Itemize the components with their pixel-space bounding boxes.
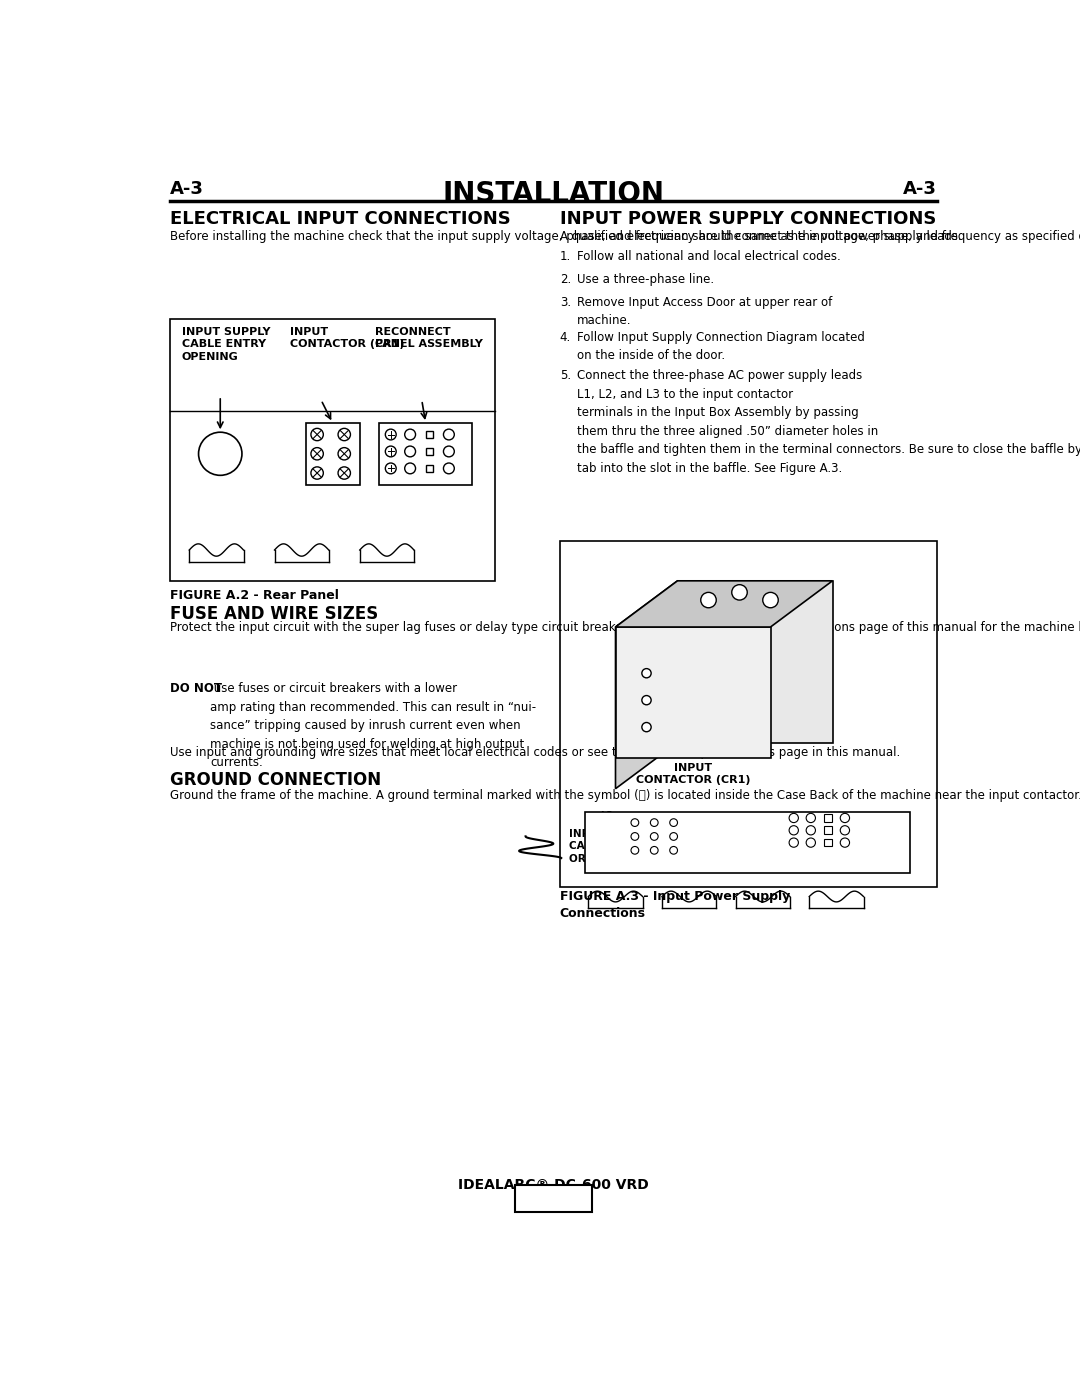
Circle shape bbox=[311, 429, 323, 440]
Circle shape bbox=[670, 833, 677, 840]
Circle shape bbox=[444, 464, 455, 473]
Circle shape bbox=[732, 584, 747, 600]
Circle shape bbox=[806, 826, 815, 836]
Text: INPUT
CONTACTOR (CR1): INPUT CONTACTOR (CR1) bbox=[291, 326, 405, 350]
Circle shape bbox=[386, 446, 396, 457]
Circle shape bbox=[806, 838, 815, 847]
Circle shape bbox=[642, 669, 651, 677]
Circle shape bbox=[806, 813, 815, 823]
Text: RECONNECT
PANEL ASSEMBLY: RECONNECT PANEL ASSEMBLY bbox=[375, 326, 483, 350]
Bar bbox=[426, 465, 433, 472]
Circle shape bbox=[701, 593, 716, 608]
Bar bbox=[426, 447, 433, 455]
Circle shape bbox=[840, 838, 850, 847]
Text: Follow all national and local electrical codes.: Follow all national and local electrical… bbox=[577, 250, 840, 262]
Text: Connect the three-phase AC power supply leads
L1, L2, and L3 to the input contac: Connect the three-phase AC power supply … bbox=[577, 369, 1080, 475]
Circle shape bbox=[650, 833, 658, 840]
Circle shape bbox=[405, 446, 416, 457]
Circle shape bbox=[789, 813, 798, 823]
Text: INPUT SUPPLY
CABLE ENTRY
OPENING: INPUT SUPPLY CABLE ENTRY OPENING bbox=[181, 326, 270, 361]
Bar bbox=[379, 423, 472, 484]
Circle shape bbox=[386, 429, 396, 440]
Polygon shape bbox=[677, 580, 833, 743]
Text: IDEALARC® DC-600 VRD: IDEALARC® DC-600 VRD bbox=[458, 1177, 649, 1191]
Text: Use a three-phase line.: Use a three-phase line. bbox=[577, 273, 714, 286]
Circle shape bbox=[405, 464, 416, 473]
Text: DO NOT: DO NOT bbox=[170, 683, 221, 695]
Text: 4.: 4. bbox=[559, 330, 571, 344]
Text: GROUND CONNECTION: GROUND CONNECTION bbox=[170, 770, 381, 788]
Polygon shape bbox=[616, 580, 833, 627]
Text: FIGURE A.3 - Input Power Supply
Connections: FIGURE A.3 - Input Power Supply Connecti… bbox=[559, 890, 789, 920]
Text: RECONNECT
PANEL ASSEMBLY: RECONNECT PANEL ASSEMBLY bbox=[770, 829, 872, 851]
Text: ELECTRIC: ELECTRIC bbox=[528, 1199, 579, 1209]
Text: FIGURE A.2 - Rear Panel: FIGURE A.2 - Rear Panel bbox=[170, 589, 339, 601]
Text: ELECTRICAL INPUT CONNECTIONS: ELECTRICAL INPUT CONNECTIONS bbox=[170, 210, 511, 228]
Circle shape bbox=[631, 847, 638, 854]
Circle shape bbox=[789, 826, 798, 836]
Circle shape bbox=[670, 847, 677, 854]
Circle shape bbox=[444, 446, 455, 457]
Bar bbox=[426, 430, 433, 439]
Bar bbox=[584, 812, 910, 873]
Polygon shape bbox=[616, 580, 677, 788]
Circle shape bbox=[631, 819, 638, 826]
Circle shape bbox=[311, 447, 323, 459]
Circle shape bbox=[444, 429, 455, 440]
Text: Before installing the machine check that the input supply voltage, phase, and fr: Before installing the machine check that… bbox=[170, 230, 1080, 243]
Text: 5.: 5. bbox=[559, 369, 571, 382]
Bar bbox=[515, 1185, 592, 1212]
Circle shape bbox=[670, 819, 677, 826]
Circle shape bbox=[642, 723, 651, 731]
Text: 3.: 3. bbox=[559, 296, 571, 310]
Circle shape bbox=[405, 429, 416, 440]
Circle shape bbox=[789, 838, 798, 847]
Text: Protect the input circuit with the super lag fuses or delay type circuit breaker: Protect the input circuit with the super… bbox=[170, 620, 1080, 634]
Bar bbox=[824, 826, 832, 834]
Text: use fuses or circuit breakers with a lower
amp rating than recommended. This can: use fuses or circuit breakers with a low… bbox=[211, 683, 537, 769]
Bar bbox=[306, 423, 360, 484]
Circle shape bbox=[840, 826, 850, 836]
Bar bbox=[170, 319, 496, 580]
Text: INPUT POWER SUPPLY CONNECTIONS: INPUT POWER SUPPLY CONNECTIONS bbox=[559, 210, 936, 228]
Circle shape bbox=[338, 429, 350, 440]
Circle shape bbox=[642, 695, 651, 705]
Text: Use input and grounding wire sizes that meet local electrical codes or see the T: Use input and grounding wire sizes that … bbox=[170, 747, 900, 759]
Text: Follow Input Supply Connection Diagram located
on the inside of the door.: Follow Input Supply Connection Diagram l… bbox=[577, 330, 865, 362]
Text: L2: L2 bbox=[600, 824, 613, 834]
Circle shape bbox=[199, 432, 242, 475]
Text: 1.: 1. bbox=[559, 250, 571, 262]
Bar bbox=[824, 815, 832, 822]
Text: L1: L1 bbox=[600, 838, 613, 848]
Circle shape bbox=[650, 847, 658, 854]
Circle shape bbox=[650, 819, 658, 826]
Text: INPUT
CONTACTOR (CR1): INPUT CONTACTOR (CR1) bbox=[636, 762, 751, 786]
Polygon shape bbox=[616, 627, 770, 758]
Bar bbox=[824, 838, 832, 847]
Text: INPUT POWER SUPPLY
CABLE WITH BUSHING
OR BOX CONNECTOR: INPUT POWER SUPPLY CABLE WITH BUSHING OR… bbox=[569, 829, 699, 863]
Text: 2.: 2. bbox=[559, 273, 571, 286]
Bar bbox=[559, 541, 937, 887]
Circle shape bbox=[762, 593, 779, 608]
Text: INSTALLATION: INSTALLATION bbox=[443, 180, 664, 208]
Text: A qualified electrician should connect the input power supply leads.: A qualified electrician should connect t… bbox=[559, 230, 961, 243]
Circle shape bbox=[311, 466, 323, 479]
Text: L3: L3 bbox=[600, 811, 613, 820]
Text: A-3: A-3 bbox=[170, 180, 204, 198]
Text: LINCOLN®: LINCOLN® bbox=[523, 1188, 584, 1198]
Text: FUSE AND WIRE SIZES: FUSE AND WIRE SIZES bbox=[170, 605, 378, 623]
Circle shape bbox=[338, 447, 350, 459]
Circle shape bbox=[840, 813, 850, 823]
Text: A-3: A-3 bbox=[903, 180, 937, 198]
Text: Remove Input Access Door at upper rear of
machine.: Remove Input Access Door at upper rear o… bbox=[577, 296, 832, 328]
Text: Ground the frame of the machine. A ground terminal marked with the symbol (⏚) is: Ground the frame of the machine. A groun… bbox=[170, 788, 1080, 802]
Circle shape bbox=[338, 466, 350, 479]
Circle shape bbox=[386, 464, 396, 473]
Circle shape bbox=[631, 833, 638, 840]
